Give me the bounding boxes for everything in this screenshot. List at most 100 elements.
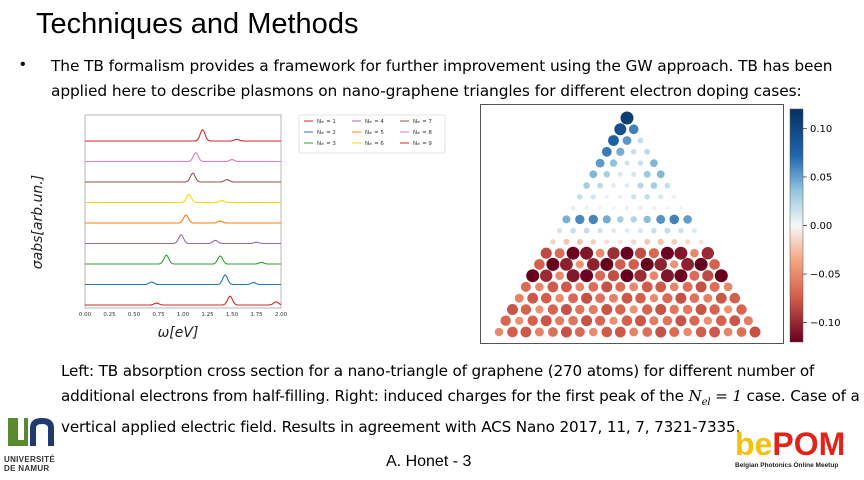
charge-dot — [615, 259, 626, 270]
spectrum-line — [85, 214, 281, 224]
charge-dot — [616, 147, 625, 156]
charge-dot — [609, 159, 618, 167]
charge-dot — [554, 248, 565, 259]
charge-dot — [631, 171, 637, 177]
colorbar-tick-label: −0.05 — [810, 270, 841, 281]
charge-dot — [624, 228, 630, 233]
charge-dot — [570, 205, 576, 211]
charge-dot — [723, 327, 733, 337]
charge-dot — [576, 238, 583, 245]
charge-dot — [609, 293, 618, 303]
charge-dot — [660, 246, 674, 260]
spectrum-line — [85, 254, 281, 265]
charge-dot — [620, 246, 634, 260]
charge-dot — [624, 205, 630, 211]
charge-dot — [638, 205, 643, 211]
charge-dot — [614, 123, 627, 136]
charge-dot — [621, 315, 633, 326]
charge-dot — [547, 281, 559, 293]
charge-dot — [669, 327, 680, 337]
charge-dot — [621, 292, 633, 304]
colorbar-tick-label: 0.10 — [810, 124, 832, 135]
charge-dot — [583, 227, 590, 234]
university-name-line1: UNIVERSITÉ — [4, 455, 56, 464]
charge-dot — [644, 194, 650, 200]
charge-dot — [608, 135, 619, 146]
charge-dot — [629, 327, 639, 337]
charge-dot — [589, 327, 598, 337]
charge-dot — [555, 293, 564, 303]
charge-dot — [649, 294, 659, 303]
charge-dot — [611, 183, 616, 188]
charge-dot — [507, 304, 518, 315]
charge-dot — [589, 170, 598, 179]
legend-entry: Nₑₗ = 1 — [317, 119, 336, 125]
charge-dot — [641, 281, 653, 293]
charge-dot — [617, 171, 623, 177]
charge-dot — [651, 205, 657, 211]
charge-dot — [617, 216, 624, 223]
charge-dot — [643, 215, 651, 224]
charge-dot — [618, 194, 623, 200]
charge-dot — [566, 246, 580, 260]
charge-dot — [703, 316, 712, 325]
spectrum-line — [85, 295, 282, 306]
logo-tagline: Belgian Photonics Online Meetup — [735, 462, 839, 469]
charge-dot — [695, 326, 707, 338]
charge-dot — [601, 304, 613, 315]
charge-dot — [557, 228, 563, 234]
charge-dot — [574, 327, 585, 337]
charge-dot — [622, 136, 632, 145]
spectrum-line — [85, 193, 281, 204]
charge-dot — [729, 292, 741, 304]
charge-dot — [580, 246, 594, 260]
charge-dot — [584, 205, 589, 211]
charge-dot — [600, 257, 614, 271]
colorbar — [789, 108, 804, 343]
charge-dot — [560, 304, 572, 315]
charge-dot — [669, 282, 679, 292]
charge-dot — [588, 282, 599, 292]
charge-dot — [709, 281, 720, 292]
charge-dot — [670, 260, 679, 269]
charge-dot — [701, 247, 714, 260]
legend-entry: Nₑₗ = 8 — [413, 130, 432, 136]
charge-dot — [547, 304, 559, 315]
charge-dot — [615, 304, 626, 315]
charge-dot — [570, 227, 576, 234]
charge-dot — [631, 194, 637, 200]
charge-dot — [729, 315, 741, 327]
charge-dot — [588, 214, 598, 225]
charge-dot — [624, 183, 630, 188]
charge-dot — [527, 292, 539, 304]
university-logo: UNIVERSITÉ DE NAMUR — [4, 412, 64, 478]
charge-dot — [614, 326, 626, 338]
charge-dot — [650, 182, 658, 189]
charge-dot — [695, 281, 707, 293]
legend-entry: Nₑₗ = 9 — [413, 141, 432, 147]
charge-dot — [562, 215, 571, 224]
charge-dot — [595, 315, 606, 326]
charge-dot — [595, 270, 606, 281]
charge-dot — [624, 160, 630, 166]
charge-dot — [500, 315, 511, 326]
colorbar-tick-label: −0.10 — [810, 318, 841, 329]
charge-dot — [640, 257, 654, 271]
charge-dot — [662, 293, 673, 304]
charge-dot — [682, 304, 693, 315]
charge-dot — [611, 206, 616, 211]
charge-dot — [662, 315, 673, 326]
charge-dot — [494, 327, 504, 337]
charge-dot — [724, 305, 733, 314]
charge-dot — [566, 269, 580, 283]
y-axis-label: σabs[arb.un.] — [30, 175, 46, 269]
colorbar-tick-label: 0.00 — [810, 221, 832, 232]
charge-dot — [620, 111, 634, 125]
charge-dot — [650, 159, 658, 167]
spectrum-line — [85, 152, 281, 163]
charge-dot — [651, 227, 657, 234]
charge-dot — [575, 260, 584, 269]
spectrum-line — [85, 129, 281, 142]
charge-dot — [655, 281, 667, 293]
charge-dot — [669, 304, 679, 315]
